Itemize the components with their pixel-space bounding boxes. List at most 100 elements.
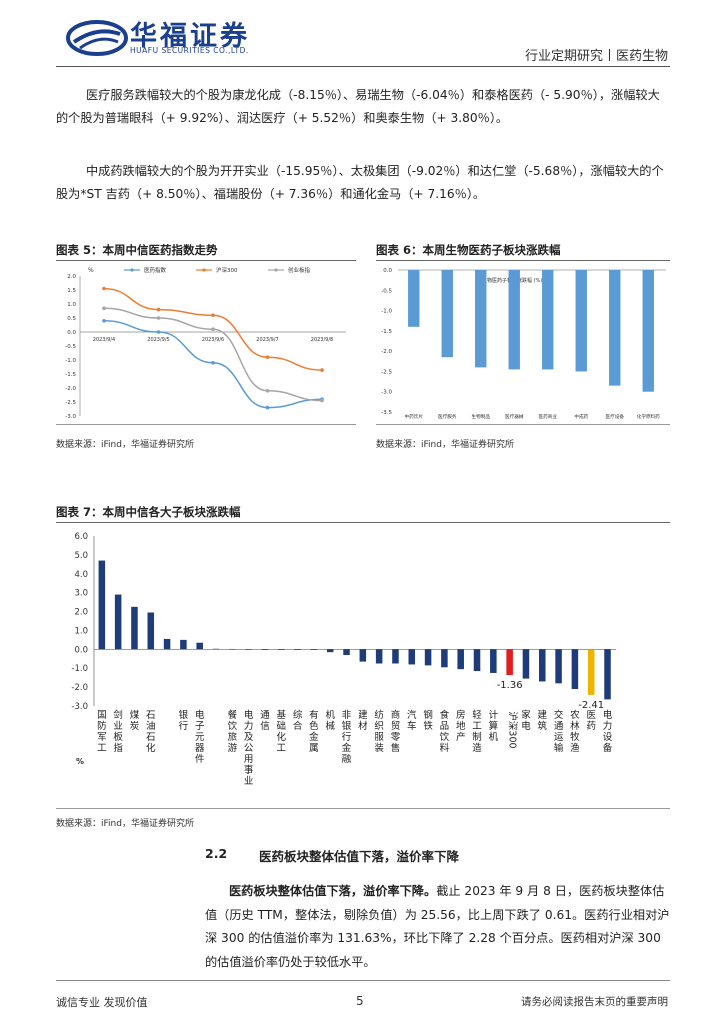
fig6-ytick-label: -2.0 (381, 349, 392, 355)
figure6-chart: 0.0-0.5-1.0-1.5-2.0-2.5-3.0-3.5生物医药子板块涨跌… (381, 268, 666, 420)
fig7-bar (587, 649, 595, 695)
fig7-bar (180, 639, 187, 650)
figure6-bottom-rule (376, 424, 670, 425)
fig7-xtick-label: 纺织服装 (374, 709, 384, 754)
fig7-bar (343, 649, 350, 655)
fig5-legend-marker (130, 268, 134, 272)
fig7-xtick-label: 基础化工 (277, 709, 287, 754)
fig7-bar (147, 612, 155, 650)
fig5-ytick-label: 1.5 (67, 288, 76, 294)
fig7-bar (98, 560, 106, 650)
fig5-xtick-label: 2023/9/7 (256, 337, 278, 343)
fig7-xtick-label: 银行 (179, 709, 189, 732)
fig5-xtick-label: 2023/9/4 (93, 337, 115, 343)
fig6-bar (575, 270, 587, 372)
brand-name-cn: 华福证券 (130, 21, 250, 52)
fig7-ytick-label: -2.0 (71, 683, 88, 693)
fig5-ytick-label: -2.5 (65, 400, 76, 406)
figure7-title: 图表 7：本周中信各大子板块涨跌幅 (56, 505, 241, 519)
fig7-bar (408, 649, 416, 665)
fig7-bar (522, 649, 530, 679)
fig7-data-label: -2.41 (578, 700, 604, 711)
fig6-xtick-label: 医疗服务 (438, 413, 457, 420)
fig5-legend-marker (202, 268, 206, 272)
section-text: 截止 2023 年 9 月 8 日，医药板块整体估值（历史 TTM，整体法，剔除… (205, 884, 670, 969)
report-type: 行业定期研究丨医药生物 (524, 49, 668, 64)
fig6-bar (642, 270, 654, 392)
figure5-title: 图表 5：本周中信医药指数走势 (56, 243, 218, 257)
fig7-ytick-label: -3.0 (71, 702, 88, 712)
fig6-xtick-label: 医疗设备 (606, 413, 625, 420)
fig5-legend-label: 沪深300 (216, 266, 238, 274)
fig5-ytick-label: -1.5 (65, 372, 76, 378)
fig7-bar (473, 649, 481, 672)
fig7-ylabel: % (76, 757, 84, 766)
figure5-bottom-rule (56, 424, 356, 425)
fig7-xtick-label: 电子元器件 (195, 709, 205, 765)
figure5-top-rule (56, 260, 356, 261)
fig7-bar (310, 649, 318, 650)
fig5-ytick-label: 2.0 (67, 274, 76, 280)
fig7-xtick-label: 国防军工 (97, 710, 107, 754)
fig7-xtick-label: 建材 (358, 709, 368, 732)
paragraph-medical-services: 医疗服务跌幅较大的个股为康龙化成（-8.15％）、易瑞生物（-6.04％）和泰格… (56, 88, 660, 125)
fig7-xtick-label: 机械 (325, 709, 335, 732)
fig7-ytick-label: 3.0 (74, 589, 88, 599)
header-divider (56, 66, 670, 67)
page-number: 5 (356, 994, 364, 1008)
fig7-bar (555, 649, 562, 684)
section-lead: 医药板块整体估值下落，溢价率下降。 (229, 884, 437, 898)
fig5-xtick-label: 2023/9/6 (202, 337, 224, 343)
fig5-data-point (265, 389, 270, 393)
fig5-data-point (320, 398, 324, 403)
fig7-ytick-label: 5.0 (74, 551, 88, 561)
fig5-data-point (211, 313, 215, 317)
fig7-bar (359, 649, 367, 662)
huafu-logo-icon (66, 20, 128, 56)
fig7-xtick-label: 石油石化 (146, 710, 156, 754)
footer-divider (56, 980, 670, 981)
fig7-bar (212, 648, 220, 650)
fig7-xtick-label: 建筑 (538, 709, 548, 732)
fig7-ytick-label: 6.0 (74, 532, 88, 542)
fig7-ytick-label: 4.0 (74, 570, 88, 580)
fig5-series-line-2 (103, 307, 323, 402)
fig6-ytick-label: -2.5 (381, 369, 392, 375)
fig7-bar (261, 649, 269, 650)
fig7-xtick-label: 医药 (586, 710, 596, 732)
fig5-data-point (102, 319, 106, 323)
fig7-xtick-label: 计算机 (489, 709, 499, 743)
fig6-xtick-label: 化学原料药 (637, 413, 660, 420)
fig7-xtick-label: 农林牧渔 (570, 709, 580, 754)
fig7-xtick-label: 煤炭 (130, 709, 140, 732)
fig7-data-label: -1.36 (497, 680, 523, 691)
fig7-xtick-label: 交通运输 (554, 709, 564, 754)
fig5-data-point (265, 405, 270, 410)
fig5-ytick-label: -3.0 (65, 414, 76, 420)
figure5-chart: % 2.0 1.5 1.0 0.5 0.0 -0.5 -1.0 -1.5 -2.0 -2.5 -3.0… (65, 266, 346, 420)
fig7-bar (441, 649, 448, 668)
fig7-bar (163, 638, 171, 650)
brand-name-en: HUAFU SECURITIES CO.,LTD. (130, 46, 249, 55)
fig5-ytick-label: 0.0 (67, 330, 76, 336)
fig5-data-point (102, 306, 106, 310)
figure5-source: 数据来源：iFind，华福证券研究所 (56, 440, 194, 450)
fig6-ytick-label: -0.5 (381, 288, 392, 294)
fig6-ytick-label: -3.0 (381, 390, 392, 396)
fig5-data-point (211, 361, 215, 365)
fig7-bar (278, 649, 285, 650)
fig5-legend-marker (274, 268, 278, 272)
footer-disclaimer: 请务必阅读报告末页的重要声明 (521, 996, 668, 1008)
fig5-data-point (211, 327, 215, 331)
fig6-ytick-label: -1.0 (381, 309, 392, 315)
fig6-bar (508, 270, 520, 370)
fig7-bar (506, 649, 513, 676)
fig7-xtick-label: 家电 (521, 709, 531, 732)
fig7-bar (392, 649, 399, 664)
fig5-legend-label: 创业板指 (288, 266, 311, 274)
figure6-source: 数据来源：iFind，华福证券研究所 (376, 440, 514, 450)
fig5-ylabel: % (88, 267, 94, 274)
fig7-xtick-label: 食品饮料 (440, 709, 450, 754)
fig7-bar (604, 649, 611, 700)
fig7-xtick-label: 商贸零售 (391, 709, 401, 754)
